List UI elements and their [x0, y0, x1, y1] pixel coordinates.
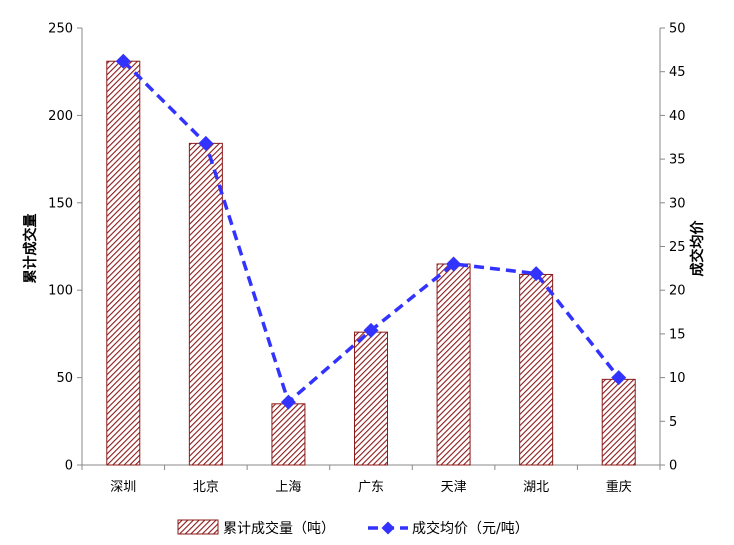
plot-area: 0 50 100 150 200 250 0 5 10 15 20 25 30 35 40 45 50 深圳 北京 上… [22, 22, 706, 496]
bar [188, 142, 223, 466]
y-left-tick-label: 100 [48, 284, 73, 299]
legend: 累计成交量（吨） 成交均价（元/吨） [177, 519, 529, 537]
y-axis-left-title: 累计成交量 [22, 214, 39, 284]
y-right-tick-label: 35 [669, 153, 686, 168]
x-tick-label: 深圳 [110, 480, 136, 495]
y-axis-right-title: 成交均价 [689, 220, 706, 277]
data-point [115, 53, 131, 69]
bar [106, 60, 141, 466]
y-right-tick-label: 45 [669, 65, 686, 80]
legend-line-marker [381, 521, 395, 535]
y-left-tick-label: 250 [48, 22, 73, 37]
data-point [198, 135, 214, 151]
bar [519, 273, 554, 466]
data-point [280, 394, 296, 410]
y-right-tick-label: 40 [669, 109, 686, 124]
data-point [611, 370, 627, 386]
bar [354, 331, 388, 466]
bar [436, 263, 471, 466]
y-right-tick-label: 30 [669, 196, 686, 211]
x-tick-label: 上海 [275, 480, 301, 495]
x-tick-label: 天津 [441, 480, 467, 495]
y-left-tick-label: 0 [65, 459, 73, 474]
y-right-tick-label: 20 [669, 284, 686, 299]
y-left-tick-label: 50 [56, 371, 73, 386]
x-tick-label: 北京 [193, 480, 219, 495]
y-right-tick-label: 15 [669, 327, 686, 342]
y-left-tick-label: 150 [48, 196, 73, 211]
y-right-tick-label: 50 [669, 22, 686, 37]
x-tick-label: 重庆 [606, 479, 632, 495]
data-point [446, 256, 462, 272]
legend-bar-label: 累计成交量（吨） [223, 520, 335, 537]
x-tick-label: 广东 [358, 480, 384, 495]
data-point [528, 266, 544, 282]
data-point [363, 322, 379, 338]
y-right-tick-label: 10 [669, 371, 686, 386]
y-right-tick-label: 25 [669, 240, 686, 255]
bar [601, 378, 636, 466]
y-left-tick-label: 200 [48, 109, 73, 124]
x-tick-label: 湖北 [523, 480, 549, 495]
legend-line-label: 成交均价（元/吨） [412, 520, 529, 537]
bar [271, 403, 306, 466]
y-right-tick-label: 5 [669, 415, 677, 430]
legend-bar-swatch [177, 519, 219, 535]
y-right-tick-label: 0 [669, 459, 677, 474]
